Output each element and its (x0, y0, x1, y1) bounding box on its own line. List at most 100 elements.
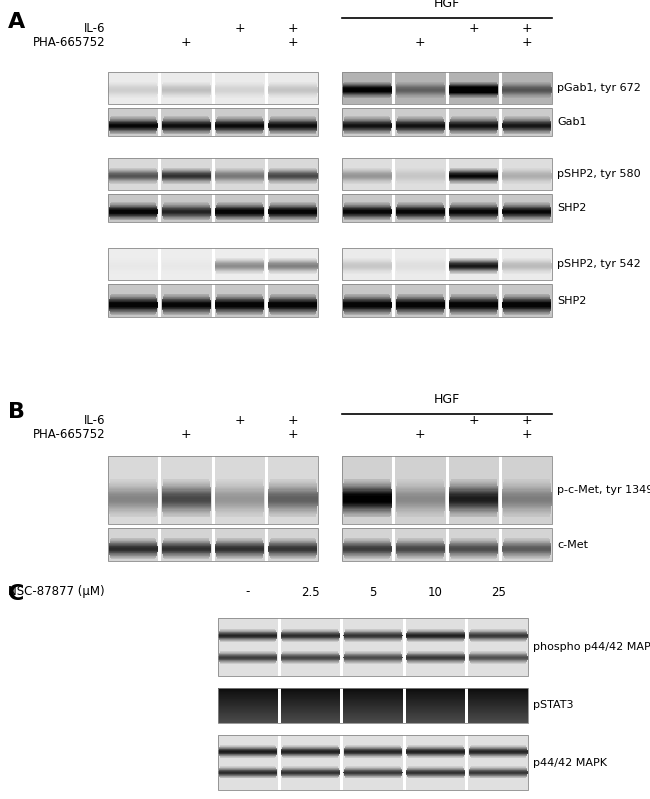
Bar (406, 710, 465, 711)
Bar (469, 735, 528, 790)
Bar (469, 700, 528, 702)
Bar (109, 490, 157, 491)
Bar (109, 497, 158, 498)
Bar (469, 721, 528, 722)
Bar (469, 702, 528, 703)
Bar (108, 284, 318, 317)
Bar (343, 718, 403, 720)
Bar (218, 714, 278, 715)
Bar (109, 503, 158, 504)
Bar (344, 482, 391, 483)
Bar (449, 508, 498, 510)
Bar (162, 493, 211, 495)
Text: 25: 25 (491, 586, 506, 598)
Bar (109, 499, 158, 501)
Bar (448, 248, 499, 280)
Bar (406, 700, 465, 702)
Bar (449, 491, 498, 492)
Bar (161, 456, 211, 524)
Bar (396, 493, 445, 495)
Bar (343, 714, 403, 715)
Bar (469, 698, 528, 699)
Bar (343, 510, 391, 511)
Bar (450, 513, 497, 515)
Bar (449, 492, 499, 493)
Bar (343, 705, 403, 706)
Bar (342, 108, 392, 136)
Bar (406, 697, 465, 698)
Bar (218, 693, 278, 694)
Text: pSTAT3: pSTAT3 (533, 701, 573, 710)
Bar (218, 716, 278, 717)
Bar (162, 507, 211, 508)
Bar (218, 712, 278, 713)
Bar (215, 504, 265, 506)
Bar (343, 695, 403, 696)
Bar (406, 717, 465, 718)
Bar (504, 481, 550, 482)
Bar (214, 284, 265, 317)
Bar (406, 698, 465, 699)
Bar (163, 482, 210, 483)
Bar (218, 710, 278, 711)
Bar (450, 515, 497, 517)
Bar (396, 484, 444, 486)
Bar (218, 717, 278, 718)
Bar (502, 72, 552, 104)
Bar (218, 707, 278, 708)
Bar (216, 482, 263, 483)
Bar (281, 695, 340, 696)
Bar (469, 688, 528, 689)
Bar (268, 158, 318, 190)
Bar (396, 510, 445, 511)
Bar (502, 491, 551, 492)
Bar (343, 508, 391, 510)
Bar (396, 513, 444, 515)
Bar (342, 528, 552, 561)
Bar (343, 690, 403, 691)
Bar (406, 705, 465, 706)
Bar (406, 721, 465, 722)
Bar (281, 688, 340, 689)
Bar (406, 720, 465, 721)
Bar (469, 722, 528, 723)
Bar (218, 711, 278, 712)
Bar (214, 456, 265, 524)
Text: PHA-665752: PHA-665752 (32, 37, 105, 50)
Text: -: - (246, 586, 250, 598)
Bar (218, 718, 278, 720)
Bar (502, 497, 552, 498)
Bar (109, 511, 157, 512)
Bar (109, 506, 158, 507)
Bar (281, 706, 340, 707)
Bar (109, 484, 157, 486)
Bar (281, 693, 340, 694)
Bar (396, 502, 445, 503)
Bar (162, 487, 211, 488)
Bar (406, 702, 465, 703)
Bar (270, 481, 316, 482)
Bar (215, 491, 264, 492)
Text: HGF: HGF (434, 393, 460, 406)
Bar (218, 735, 278, 790)
Bar (162, 512, 210, 513)
Bar (218, 721, 278, 722)
Bar (502, 284, 552, 317)
Bar (162, 495, 211, 497)
Bar (342, 456, 552, 524)
Bar (343, 492, 392, 493)
Bar (450, 487, 498, 488)
Bar (343, 490, 391, 491)
Bar (406, 689, 465, 690)
Bar (281, 715, 340, 716)
Bar (450, 482, 497, 483)
Bar (108, 456, 318, 524)
Bar (268, 498, 318, 499)
Bar (214, 495, 265, 497)
Bar (343, 708, 403, 709)
Bar (449, 507, 498, 508)
Bar (268, 488, 317, 490)
Bar (406, 695, 465, 696)
Bar (215, 490, 264, 491)
Text: +: + (521, 22, 532, 34)
